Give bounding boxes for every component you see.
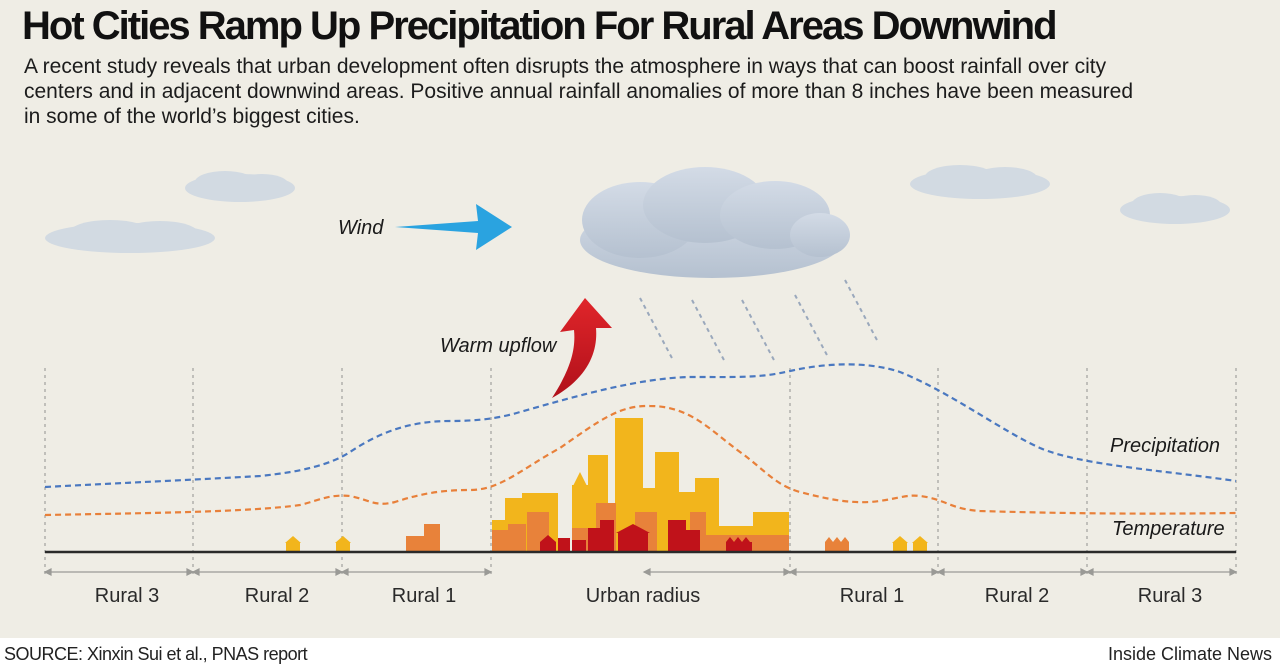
precipitation-label: Precipitation xyxy=(1110,435,1220,457)
publisher-credit: Inside Climate News xyxy=(1107,644,1272,664)
zone-label-urban-radius: Urban radius xyxy=(586,585,701,607)
wind-label: Wind xyxy=(338,217,384,239)
city-skyline xyxy=(492,418,789,552)
rain-streaks xyxy=(639,279,879,363)
background-cloud-4 xyxy=(1120,193,1230,224)
precipitation-line xyxy=(44,363,1237,489)
page-title: Hot Cities Ramp Up Precipitation For Rur… xyxy=(22,4,1058,48)
zone-extent-arrows xyxy=(43,568,1238,576)
background-cloud-1 xyxy=(185,171,295,202)
source-note: SOURCE: Xinxin Sui et al., PNAS report xyxy=(4,644,308,664)
diagram-canvas: Wind Warm upflow Precipitation Temperatu… xyxy=(43,165,1238,607)
warm-upflow-arrow xyxy=(552,298,612,398)
background-cloud-2 xyxy=(45,220,215,253)
page-subtitle: A recent study reveals that urban develo… xyxy=(24,55,1134,128)
temperature-label: Temperature xyxy=(1112,518,1225,540)
zone-label-rural-2-right: Rural 2 xyxy=(985,585,1049,607)
rural-houses xyxy=(285,524,928,552)
zone-label-rural-1-left: Rural 1 xyxy=(392,585,456,607)
zone-label-rural-3-left: Rural 3 xyxy=(95,585,159,607)
zone-label-rural-3-right: Rural 3 xyxy=(1138,585,1202,607)
zone-label-rural-2-left: Rural 2 xyxy=(245,585,309,607)
footer: SOURCE: Xinxin Sui et al., PNAS report I… xyxy=(0,638,1280,670)
wind-arrow xyxy=(395,204,512,250)
background-cloud-3 xyxy=(910,165,1050,199)
rain-cloud xyxy=(580,167,850,278)
zone-label-rural-1-right: Rural 1 xyxy=(840,585,904,607)
temperature-line xyxy=(44,404,1237,517)
warm-upflow-label: Warm upflow xyxy=(440,335,558,357)
